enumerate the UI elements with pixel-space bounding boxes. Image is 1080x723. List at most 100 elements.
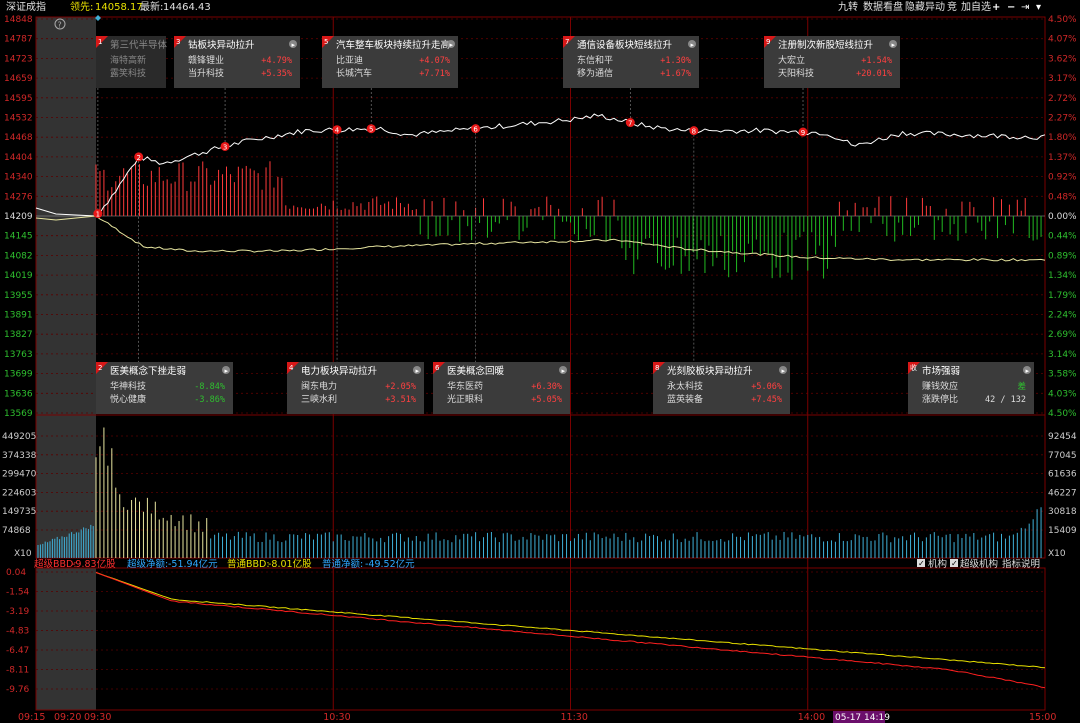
indicator-explain-button: 指标说明 <box>1002 558 1040 570</box>
event-stock-change: +1.67% <box>660 69 691 79</box>
bbd-legend-text: -51.94亿元 <box>168 558 218 570</box>
time-tick-label: 09:30 <box>84 712 111 723</box>
arrow-end-icon[interactable]: ⇥ <box>1021 2 1030 13</box>
event-marker-9[interactable] <box>798 127 808 137</box>
bbd-legend-text: -9.83亿股 <box>72 558 116 570</box>
event-card-expand-icon[interactable] <box>222 366 230 374</box>
event-marker-7[interactable] <box>625 118 635 128</box>
event-card-expand-icon[interactable] <box>559 366 567 374</box>
event-card[interactable]: 收市场强弱 ▸ 赚钱效应 差涨跌停比 42 / 132 <box>908 362 1034 414</box>
event-card-bg <box>563 36 699 88</box>
event-stock-change: +1.54% <box>861 56 892 66</box>
volume-tick-label: 374338 <box>2 451 37 461</box>
chevron-down-icon[interactable]: ▾ <box>1036 2 1042 13</box>
super-institution-checkbox[interactable] <box>950 559 958 567</box>
price-tick-label: 14723 <box>4 54 33 64</box>
event-card[interactable]: 9 注册制次新股短线拉升 ▸ 大宏立 +1.54% 天阳科技 +20.01% <box>764 36 900 88</box>
event-card-num: 3 <box>176 38 180 46</box>
pct-tick-label: 1.79% <box>1048 291 1077 301</box>
price-tick-label: 13636 <box>4 389 33 399</box>
jiuzhuan-button[interactable]: 九转 <box>838 2 858 13</box>
event-stock-name: 长城汽车 <box>336 67 372 79</box>
event-card-bg <box>653 362 790 414</box>
volume-tick-label-right: 61636 <box>1048 470 1077 480</box>
bbd-legend-text: 超级BBD: <box>34 558 77 570</box>
event-card-title: 通信设备板块短线拉升 <box>577 39 673 51</box>
event-marker-2[interactable] <box>134 152 144 162</box>
volume-tick-label: 224603 <box>2 488 36 498</box>
premarket-zone <box>36 17 96 558</box>
pct-tick-label: 4.50% <box>1048 409 1077 419</box>
event-stock-change: +5.05% <box>531 395 562 405</box>
event-marker-8[interactable] <box>689 126 699 136</box>
event-marker-num: 9 <box>801 129 805 137</box>
super-institution-label: 超级机构 <box>960 558 998 570</box>
event-stock-name: 当升科技 <box>188 67 224 79</box>
pct-tick-label: 4.50% <box>1048 15 1077 25</box>
event-marker-5[interactable] <box>366 124 376 134</box>
event-card-expand-icon[interactable] <box>889 40 897 48</box>
event-stock-name: 永太科技 <box>667 380 703 392</box>
event-stock-name: 赣锋锂业 <box>188 54 224 66</box>
normal-bbd-line <box>95 572 1046 669</box>
pct-tick-label: 0.44% <box>1048 232 1077 242</box>
event-stock-change: +5.06% <box>751 382 782 392</box>
pct-tick-label: 3.17% <box>1048 74 1077 84</box>
event-card-num: 4 <box>289 364 294 372</box>
volume-tick-label-right: 92454 <box>1048 432 1077 442</box>
event-card-expand-icon[interactable] <box>447 40 455 48</box>
lead-label: 领先: <box>70 2 94 13</box>
pct-tick-label: 0.89% <box>1048 251 1077 261</box>
help-icon[interactable] <box>54 18 66 30</box>
data-board-button[interactable]: 数据看盘 <box>863 2 903 13</box>
event-marker-4[interactable] <box>332 125 342 135</box>
lead-line <box>95 215 1046 262</box>
event-card-expand-icon[interactable] <box>779 366 787 374</box>
chevron-right-icon: ▸ <box>892 41 896 49</box>
event-card-title: 市场强弱 <box>922 365 960 377</box>
institution-checkbox[interactable] <box>917 559 925 567</box>
minus-icon[interactable]: − <box>1007 2 1016 13</box>
main-frame <box>35 16 1046 559</box>
event-stock-name: 移为通信 <box>577 67 613 79</box>
event-card[interactable]: 4 电力板块异动拉升 ▸ 闽东电力 +2.05% 三峡水利 +3.51% <box>287 362 424 414</box>
last-label: 最新: <box>140 2 164 13</box>
plus-icon[interactable]: + <box>992 2 1001 13</box>
last-value: 14464.43 <box>163 2 211 13</box>
event-marker-3[interactable] <box>220 141 230 151</box>
event-stock-name: 比亚迪 <box>336 54 363 66</box>
bbd-tick-label: -3.19 <box>6 607 30 617</box>
event-card-num: 7 <box>565 38 569 46</box>
event-stock-name: 三峡水利 <box>301 393 337 405</box>
price-tick-label: 14659 <box>4 74 33 84</box>
event-card[interactable]: 7 通信设备板块短线拉升 ▸ 东信和平 +1.30% 移为通信 +1.67% <box>563 36 699 88</box>
event-card-expand-icon[interactable] <box>1023 366 1031 374</box>
bbd-legend-text: -8.01亿股 <box>268 558 312 570</box>
premarket-lead-line <box>35 215 97 221</box>
event-card[interactable]: 8 光刻胶板块异动拉升 ▸ 永太科技 +5.06% 蓝英装备 +7.45% <box>653 362 790 414</box>
event-stock-change: 差 <box>1017 381 1026 392</box>
price-tick-label: 14276 <box>4 192 33 202</box>
event-marker-1[interactable] <box>93 209 103 219</box>
event-card-expand-icon[interactable] <box>688 40 696 48</box>
bbd-tick-label: -9.76 <box>6 685 30 695</box>
volume-multiplier-right: X10 <box>1048 549 1066 559</box>
bbd-tick-label: -8.11 <box>6 666 29 676</box>
event-stock-name: 华东医药 <box>447 380 483 392</box>
hide-events-button[interactable]: 隐藏异动 <box>905 2 945 13</box>
event-card[interactable]: 3 钴板块异动拉升 ▸ 赣锋锂业 +4.79% 当升科技 +5.35% <box>174 36 300 88</box>
event-card-expand-icon[interactable] <box>413 366 421 374</box>
event-card[interactable]: 5 汽车整车板块持续拉升走高 ▸ 比亚迪 +4.07% 长城汽车 +7.71% <box>322 36 458 88</box>
time-tick-label: 11:30 <box>561 712 588 723</box>
auction-button[interactable]: 竞 <box>947 2 957 13</box>
bbd-legend-text: 超级净额: <box>127 558 168 570</box>
event-stock-name: 涨跌停比 <box>922 393 958 405</box>
event-card-expand-icon[interactable] <box>289 40 297 48</box>
event-stock-name: 悦心健康 <box>110 393 146 405</box>
event-marker-6[interactable] <box>471 124 481 134</box>
event-card[interactable]: 2 医美概念下挫走弱 ▸ 华神科技 -8.84% 悦心健康 -3.86% <box>96 362 233 414</box>
add-watchlist-button[interactable]: 加自选 <box>961 2 991 13</box>
event-card[interactable]: 6 医美概念回暖 ▸ 华东医药 +6.30% 光正眼科 +5.05% <box>433 362 570 414</box>
